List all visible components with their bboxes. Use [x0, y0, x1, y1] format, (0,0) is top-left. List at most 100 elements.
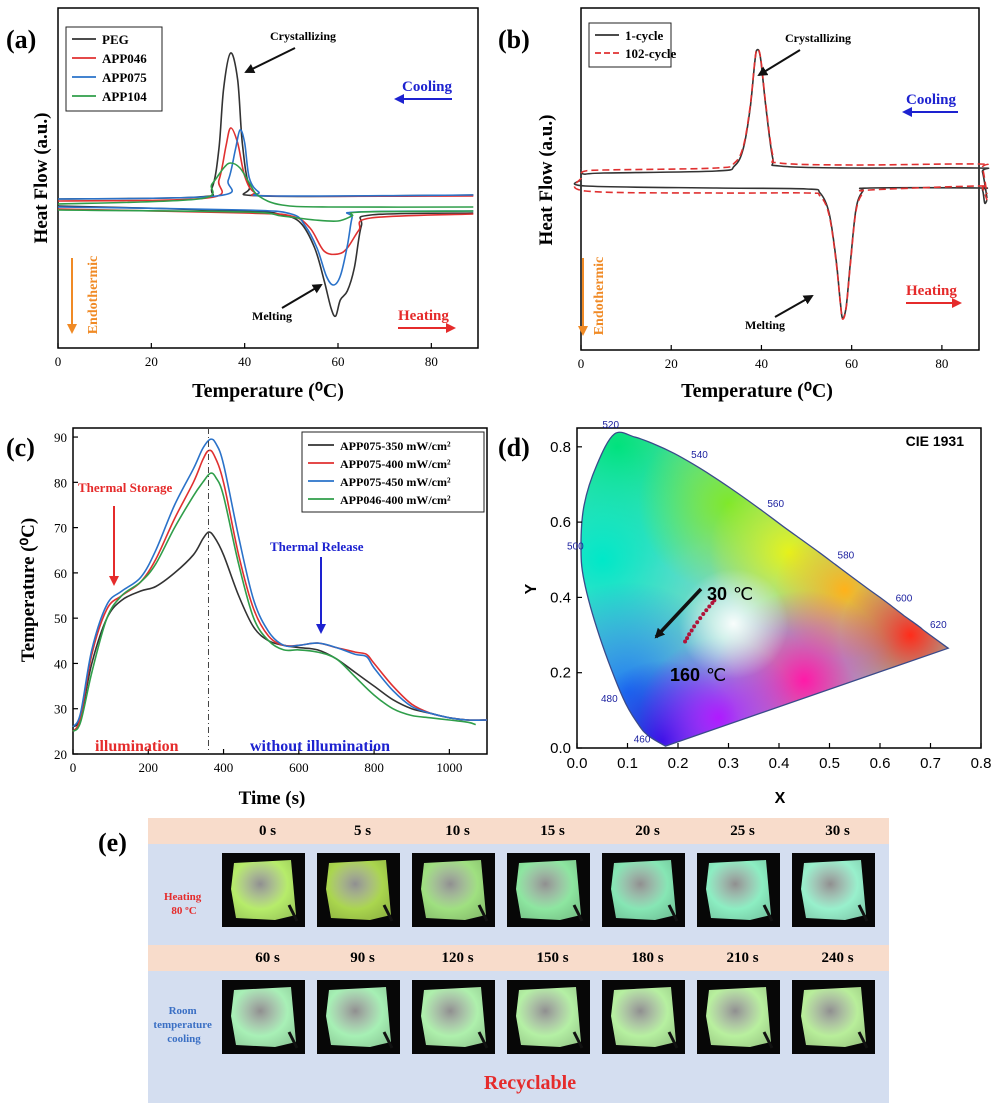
panel-b-heating-label: Heating	[906, 283, 957, 299]
panel-e-row1-time-5: 25 s	[730, 823, 755, 839]
panel-b-melting-arrow	[774, 295, 814, 318]
panel-c-ytick-label-7: 90	[54, 430, 67, 445]
panel-c-y-ticks: 20 30 40 50 60 70 80 90	[54, 430, 78, 762]
panel-d-point-2	[707, 604, 712, 609]
panel-d-x-ticks: 0.0 0.1 0.2 0.3 0.4 0.5 0.6 0.7 0.8	[567, 743, 992, 772]
panel-a: 0 20 40 60 80 Temperature (⁰C) Heat Flow (a.…	[6, 7, 479, 402]
panel-e-row1-time-3: 15 s	[540, 823, 565, 839]
panel-c-ytick-label-0: 20	[54, 747, 67, 762]
panel-c-legend-label-1: APP075-400 mW/cm²	[340, 457, 451, 471]
panel-d-point-3	[704, 608, 709, 613]
panel-c-legend-label-3: APP046-400 mW/cm²	[340, 493, 451, 507]
panel-e-row2-time-0: 60 s	[255, 950, 280, 966]
panel-d-point-9	[687, 632, 692, 637]
panel-e-row2-label: Room temperature cooling	[153, 1005, 214, 1045]
panel-e-row2-label-line3: cooling	[167, 1033, 201, 1045]
panel-a-crystallizing-label: Crystallizing	[270, 29, 336, 43]
panel-e-row1-sample-0	[231, 860, 296, 920]
panel-d-point-6	[695, 620, 700, 625]
panel-c-series-2	[72, 438, 488, 728]
panel-d-wavelength-520: 520	[602, 420, 619, 431]
panel-b-xtick-label-4: 80	[935, 356, 948, 371]
panel-e-row1-sample-3	[516, 860, 581, 920]
panel-c-thermal-storage-label: Thermal Storage	[78, 480, 172, 495]
panel-d-xtick-label-7: 0.7	[920, 755, 941, 772]
panel-a-series-1-cooling	[57, 127, 474, 202]
panel-b-series-1-cooling	[580, 48, 990, 195]
panel-c-xtick-label-2: 400	[214, 760, 234, 775]
panel-c-ytick-label-5: 70	[54, 521, 67, 536]
panel-d-xtick-label-1: 0.1	[617, 755, 638, 772]
panel-a-series-2-heating	[57, 206, 474, 286]
panel-e-label: (e)	[98, 828, 127, 857]
panel-c: 0 200 400 600 800 1000 20 30 40 50 60 70 80 90 Time …	[6, 427, 488, 809]
panel-e-row1-time-strip	[148, 818, 889, 844]
panel-d-label: (d)	[498, 433, 530, 462]
panel-b-series	[573, 48, 990, 320]
panel-d-point-8	[689, 628, 694, 633]
panel-b-series-1-heating	[573, 177, 989, 320]
panel-c-legend-label-2: APP075-450 mW/cm²	[340, 475, 451, 489]
panel-a-melting-label: Melting	[252, 309, 292, 323]
panel-c-ytick-label-3: 50	[54, 611, 67, 626]
panel-e-row2-time-5: 210 s	[726, 950, 758, 966]
panel-e-row2-sample-5	[706, 987, 771, 1047]
panel-b-legend-box	[588, 22, 672, 68]
panel-d-wavelength-600: 600	[896, 594, 913, 605]
panel-d-160c-value: 160	[670, 665, 700, 685]
panel-e-row1-time-2: 10 s	[445, 823, 470, 839]
panel-b-cooling-label: Cooling	[906, 92, 957, 108]
panel-d-wavelength-580: 580	[838, 551, 855, 562]
panel-c-illumination-label: illumination	[95, 738, 179, 755]
panel-b-crystallizing-arrow	[757, 49, 801, 77]
panel-e-row2-time-2: 120 s	[441, 950, 473, 966]
panel-a-series-3-heating	[57, 209, 474, 223]
panel-e-row2-sample-2	[421, 987, 486, 1047]
panel-e-row2-time-3: 150 s	[536, 950, 568, 966]
panel-e-row2-sample-1	[326, 987, 391, 1047]
panel-a-crystallizing-arrow	[244, 47, 296, 73]
panel-d-xtick-label-3: 0.3	[718, 755, 739, 772]
panel-e-row1-sample-2	[421, 860, 486, 920]
panel-e-row2-sample-4	[611, 987, 676, 1047]
panel-e-footer: Recyclable	[484, 1072, 576, 1094]
panel-d-xtick-label-6: 0.6	[870, 755, 891, 772]
panel-b-legend-label-0: 1-cycle	[625, 28, 663, 43]
panel-d-point-7	[692, 624, 697, 629]
panel-d-xtick-label-5: 0.5	[819, 755, 840, 772]
panel-a-endothermic-label: Endothermic	[86, 256, 101, 335]
panel-c-legend: APP075-350 mW/cm² APP075-400 mW/cm² APP075…	[301, 431, 485, 513]
panel-e-row2-time-6: 240 s	[821, 950, 853, 966]
panel-b-label: (b)	[498, 25, 530, 54]
panel-b-xtick-label-3: 60	[845, 356, 858, 371]
panel-d-ytick-label-0: 0.0	[550, 740, 571, 757]
panel-c-ytick-label-4: 60	[54, 566, 67, 581]
panel-b-xtick-label-2: 40	[755, 356, 768, 371]
panel-e-row1-time-1: 5 s	[354, 823, 371, 839]
panel-d-wavelength-480: 480	[601, 694, 618, 705]
panel-d-ytick-label-1: 0.2	[550, 665, 571, 682]
panel-e-row2-sample-3	[516, 987, 581, 1047]
panel-d-ylabel: Y	[523, 583, 540, 594]
panel-d-point-5	[698, 616, 703, 621]
panel-a-xtick-label-2: 40	[238, 354, 251, 369]
panel-b-xtick-label-1: 20	[665, 356, 678, 371]
panel-d-ytick-label-4: 0.8	[550, 439, 571, 456]
panel-c-legend-label-0: APP075-350 mW/cm²	[340, 439, 451, 453]
panel-d-ytick-label-3: 0.6	[550, 514, 571, 531]
panel-a-legend-label-2: APP075	[102, 70, 147, 85]
panel-d-xtick-label-8: 0.8	[971, 755, 992, 772]
panel-d-xtick-label-4: 0.4	[769, 755, 790, 772]
panel-e-row2-sample-0	[231, 987, 296, 1047]
panel-c-label: (c)	[6, 433, 35, 462]
panel-c-xtick-label-0: 0	[70, 760, 77, 775]
panel-e-row2-time-1: 90 s	[350, 950, 375, 966]
panel-b-xtick-label-0: 0	[578, 356, 585, 371]
panel-e-row1-sample-6	[801, 860, 866, 920]
panel-e-row2-time-strip	[148, 945, 889, 971]
panel-c-ylabel: Temperature (⁰C)	[18, 518, 39, 662]
panel-b-legend: 1-cycle 102-cycle	[588, 22, 676, 68]
panel-d-wavelength-labels: 460 480 500 520 540 560 580 600 620	[567, 420, 947, 746]
panel-b-series-0-cooling	[580, 48, 990, 199]
panel-a-frame	[57, 7, 479, 349]
